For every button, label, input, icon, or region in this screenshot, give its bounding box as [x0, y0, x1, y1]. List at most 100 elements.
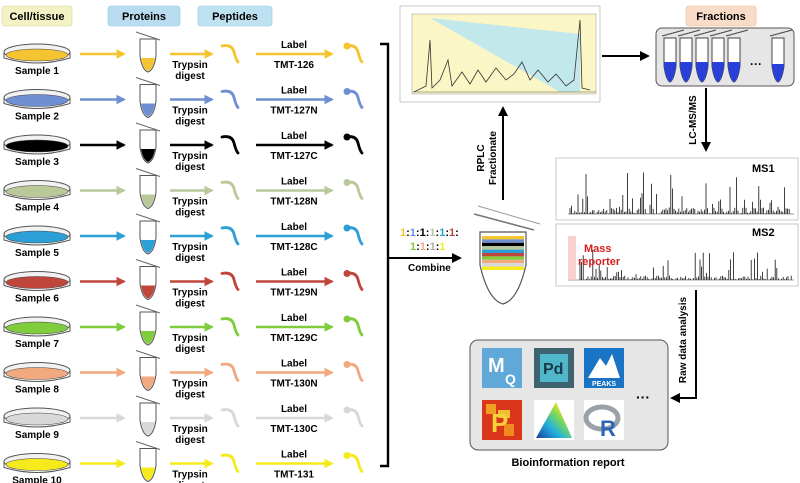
header-fractions: Fractions [685, 5, 757, 27]
trypsin-label: Trypsin [172, 60, 208, 71]
ms2-spectrum: MS2 Mass reporter [555, 223, 799, 287]
digest-label: digest [175, 435, 205, 446]
sample-name: Sample 3 [15, 157, 59, 168]
sample-name: Sample 5 [15, 248, 59, 259]
petri-dish [3, 316, 71, 337]
trypsin-label: Trypsin [172, 288, 208, 299]
ms1-label: MS1 [752, 163, 775, 175]
tools-box: M Q Pd PEAKS P R ··· [469, 339, 669, 451]
protein-tube [135, 259, 161, 301]
fractions-box: ··· [655, 27, 795, 87]
sample-name: Sample 10 [12, 476, 62, 483]
svg-text:P: P [491, 408, 508, 438]
labeled-peptide-glyph [344, 135, 364, 155]
trypsin-label: Trypsin [172, 333, 208, 344]
fraction-tube [709, 29, 733, 83]
protein-tube [135, 304, 161, 346]
mass-label: Mass [584, 243, 612, 255]
perseus-icon: P [482, 400, 522, 440]
labeled-peptide-glyph [344, 408, 364, 428]
sample-name: Sample 2 [15, 112, 59, 123]
fraction-tube [725, 29, 749, 83]
r-language-icon: R [583, 400, 624, 441]
sample-rows: Sample 1TrypsindigestLabelTMT-126Sample … [3, 31, 364, 483]
label-text: Label [281, 450, 307, 461]
digest-label: digest [175, 162, 205, 173]
trypsin-label: Trypsin [172, 242, 208, 253]
trypsin-label: Trypsin [172, 106, 208, 117]
label-text: Label [281, 177, 307, 188]
peptide-glyph [220, 271, 240, 291]
svg-text:M: M [488, 355, 505, 377]
trypsin-label: Trypsin [172, 151, 208, 162]
trypsin-label: Trypsin [172, 424, 208, 435]
svg-text:PEAKS: PEAKS [592, 381, 616, 388]
ratio-line-2: 1:1:1:1 [410, 241, 446, 253]
peptide-glyph [220, 226, 240, 246]
header-proteins: Proteins [107, 5, 181, 27]
rplc-label: RPLC [476, 144, 487, 171]
digest-label: digest [175, 299, 205, 310]
ms1-spectrum: MS1 [555, 157, 799, 221]
labeled-peptide-glyph [344, 453, 364, 473]
raw-data-label: Raw data analysis [678, 296, 689, 383]
fraction-tube [769, 29, 793, 83]
raw-data-arrow [670, 290, 697, 403]
peaks-icon: PEAKS [584, 348, 624, 388]
digest-label: digest [175, 344, 205, 355]
petri-dish [3, 180, 71, 200]
labeled-peptide-glyph [344, 362, 364, 382]
tmt-tag: TMT-130C [270, 424, 317, 435]
labeled-peptide-glyph [344, 317, 364, 337]
combine-label: Combine [408, 263, 451, 274]
protein-tube [135, 350, 161, 392]
label-text: Label [281, 86, 307, 97]
skyline-icon [534, 400, 574, 440]
bioinfo-report-label: Bioinformation report [511, 457, 624, 469]
fraction-tube [677, 29, 701, 83]
combine-bracket [380, 42, 462, 468]
protein-tube [135, 31, 161, 73]
label-text: Label [281, 268, 307, 279]
labeled-peptide-glyph [344, 226, 364, 246]
protein-tube [135, 168, 161, 210]
sample-name: Sample 6 [15, 294, 59, 305]
petri-dish [3, 43, 71, 64]
lcmsms-label: LC-MS/MS [688, 95, 699, 145]
tmt-tag: TMT-128N [270, 197, 317, 208]
ms2-label: MS2 [752, 227, 775, 239]
trypsin-label: Trypsin [172, 197, 208, 208]
sample-name: Sample 9 [15, 430, 59, 441]
fractionate-label: Fractionate [488, 131, 499, 185]
labeled-peptide-glyph [344, 180, 364, 200]
maxquant-icon: M Q [482, 348, 522, 388]
fraction-tube [661, 29, 685, 83]
label-text: Label [281, 222, 307, 233]
sample-name: Sample 1 [15, 66, 59, 77]
peptide-glyph [220, 89, 240, 109]
tmt-tag: TMT-130N [270, 379, 317, 390]
label-text: Label [281, 359, 307, 370]
peptide-glyph [220, 317, 240, 337]
header-cell-tissue-text: Cell/tissue [9, 11, 64, 23]
fractions-ellipsis: ··· [750, 57, 762, 71]
protein-tube [135, 441, 161, 483]
peptide-glyph [220, 135, 240, 155]
label-text: Label [281, 313, 307, 324]
labeled-peptide-glyph [344, 271, 364, 291]
labeled-peptide-glyph [344, 89, 364, 109]
protein-tube [135, 77, 161, 119]
header-cell-tissue: Cell/tissue [1, 5, 73, 27]
label-text: Label [281, 404, 307, 415]
tmt-tag: TMT-127C [270, 151, 317, 162]
svg-text:R: R [600, 416, 616, 441]
labeled-peptide-glyph [344, 44, 364, 64]
petri-dish [3, 225, 71, 246]
protein-tube [135, 122, 161, 164]
protein-tube [135, 395, 161, 437]
fraction-tube [693, 29, 717, 83]
